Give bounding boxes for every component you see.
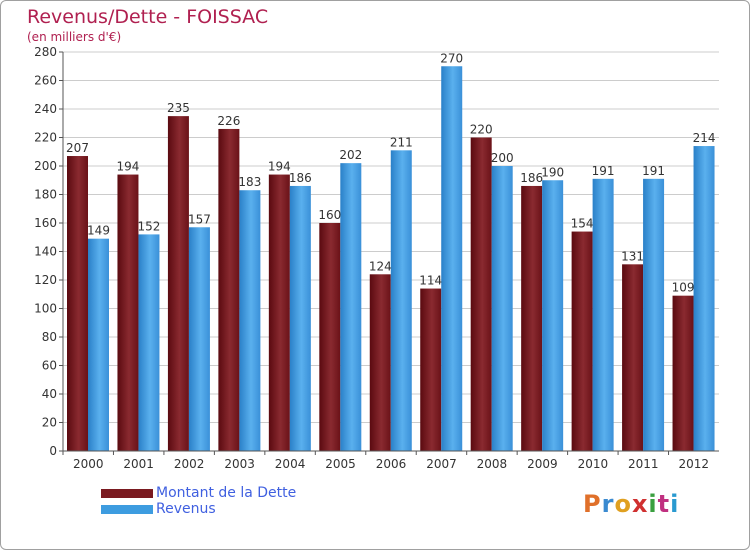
- bar-revenus-2000: [88, 238, 109, 451]
- x-tick-label: 2011: [628, 457, 659, 471]
- data-label-revenus-2002: 157: [188, 212, 211, 226]
- x-tick-label: 2001: [123, 457, 154, 471]
- bar-revenus-2008: [491, 166, 513, 451]
- data-label-dette-2001: 194: [117, 160, 140, 174]
- bar-revenus-2002: [188, 227, 210, 451]
- bar-revenus-2005: [340, 163, 362, 451]
- y-tick-label: 0: [49, 444, 57, 458]
- bar-dette-2006: [369, 274, 391, 451]
- data-label-revenus-2010: 191: [592, 164, 615, 178]
- bar-revenus-2011: [643, 178, 665, 451]
- bar-dette-2010: [571, 231, 593, 451]
- data-label-revenus-2009: 190: [541, 165, 564, 179]
- data-label-dette-2003: 226: [217, 114, 240, 128]
- y-tick-label: 220: [34, 131, 57, 145]
- x-axis-ticks: 2000 2001 2002 2003 2004 2005 2006 2007 2008 2009…: [62, 451, 709, 471]
- y-tick-label: 60: [42, 359, 57, 373]
- legend-label-dette: Montant de la Dette: [156, 485, 297, 501]
- data-label-dette-2012: 109: [672, 281, 695, 295]
- y-tick-label: 100: [34, 302, 57, 316]
- y-tick-label: 160: [34, 216, 57, 230]
- x-tick-label: 2007: [426, 457, 457, 471]
- y-tick-label: 180: [34, 188, 57, 202]
- bar-dette-2008: [470, 137, 492, 451]
- y-tick-label: 40: [42, 387, 57, 401]
- y-tick-label: 20: [42, 416, 57, 430]
- x-tick-label: 2002: [174, 457, 205, 471]
- y-tick-label: 240: [34, 102, 57, 116]
- bar-dette-2005: [319, 223, 341, 451]
- x-tick-label: 2010: [578, 457, 609, 471]
- axes: [62, 52, 719, 452]
- data-label-revenus-2008: 200: [491, 151, 514, 165]
- data-label-revenus-2006: 211: [390, 135, 413, 149]
- y-axis-ticks: 0 20 40 60 80 100 120 140 160 180 200 220 240 260 280: [34, 45, 63, 458]
- x-tick-label: 2008: [477, 457, 508, 471]
- data-label-dette-2000: 207: [66, 141, 89, 155]
- data-label-dette-2010: 154: [571, 217, 594, 231]
- data-label-revenus-2001: 152: [138, 219, 161, 233]
- bar-revenus-2007: [441, 66, 463, 451]
- data-label-revenus-2004: 186: [289, 171, 312, 185]
- bar-revenus-2006: [390, 150, 412, 451]
- x-tick-label: 2003: [224, 457, 255, 471]
- data-label-dette-2006: 124: [369, 259, 392, 273]
- x-tick-label: 2009: [527, 457, 558, 471]
- data-label-revenus-2011: 191: [642, 164, 665, 178]
- bar-revenus-2012: [693, 146, 715, 452]
- y-tick-label: 260: [34, 74, 57, 88]
- x-tick-label: 2006: [376, 457, 407, 471]
- proxiti-logo: Proxiti: [583, 490, 680, 518]
- data-label-dette-2009: 186: [520, 171, 543, 185]
- data-label-revenus-2007: 270: [440, 51, 463, 65]
- legend-swatch-revenus: [101, 505, 153, 514]
- bar-revenus-2010: [592, 178, 614, 451]
- chart-subtitle: (en milliers d'€): [27, 30, 122, 44]
- data-label-revenus-2005: 202: [339, 148, 362, 162]
- data-label-revenus-2012: 214: [693, 131, 716, 145]
- bar-dette-2007: [420, 288, 442, 451]
- data-label-revenus-2000: 149: [87, 224, 110, 238]
- x-tick-label: 2005: [325, 457, 356, 471]
- data-label-dette-2002: 235: [167, 101, 190, 115]
- bar-dette-2009: [521, 185, 543, 451]
- data-labels: 2071491941522351572261831941861602021242…: [66, 51, 715, 294]
- bar-dette-2002: [167, 116, 189, 451]
- x-tick-label: 2012: [678, 457, 709, 471]
- data-label-dette-2007: 114: [419, 274, 442, 288]
- y-tick-label: 200: [34, 159, 57, 173]
- bar-dette-2012: [672, 295, 694, 451]
- data-label-dette-2011: 131: [621, 249, 644, 263]
- data-label-dette-2005: 160: [318, 208, 341, 222]
- bar-dette-2011: [622, 264, 644, 451]
- bars: [67, 66, 715, 452]
- legend-swatch-dette: [101, 489, 153, 498]
- y-tick-label: 280: [34, 45, 57, 59]
- bar-dette-2004: [268, 174, 290, 452]
- data-label-revenus-2003: 183: [238, 175, 261, 189]
- x-tick-label: 2000: [73, 457, 104, 471]
- x-tick-label: 2004: [275, 457, 306, 471]
- data-label-dette-2004: 194: [268, 160, 291, 174]
- legend-label-revenus: Revenus: [156, 501, 216, 517]
- y-tick-label: 80: [42, 330, 57, 344]
- bar-revenus-2001: [138, 234, 160, 451]
- y-tick-label: 120: [34, 273, 57, 287]
- bar-dette-2003: [218, 128, 240, 451]
- y-tick-label: 140: [34, 245, 57, 259]
- bar-revenus-2009: [542, 180, 564, 451]
- bar-revenus-2004: [289, 185, 311, 451]
- data-label-dette-2008: 220: [470, 123, 493, 137]
- bar-revenus-2003: [239, 190, 261, 451]
- chart-title: Revenus/Dette - FOISSAC: [27, 6, 269, 28]
- bar-dette-2001: [117, 174, 139, 452]
- bar-dette-2000: [67, 156, 88, 451]
